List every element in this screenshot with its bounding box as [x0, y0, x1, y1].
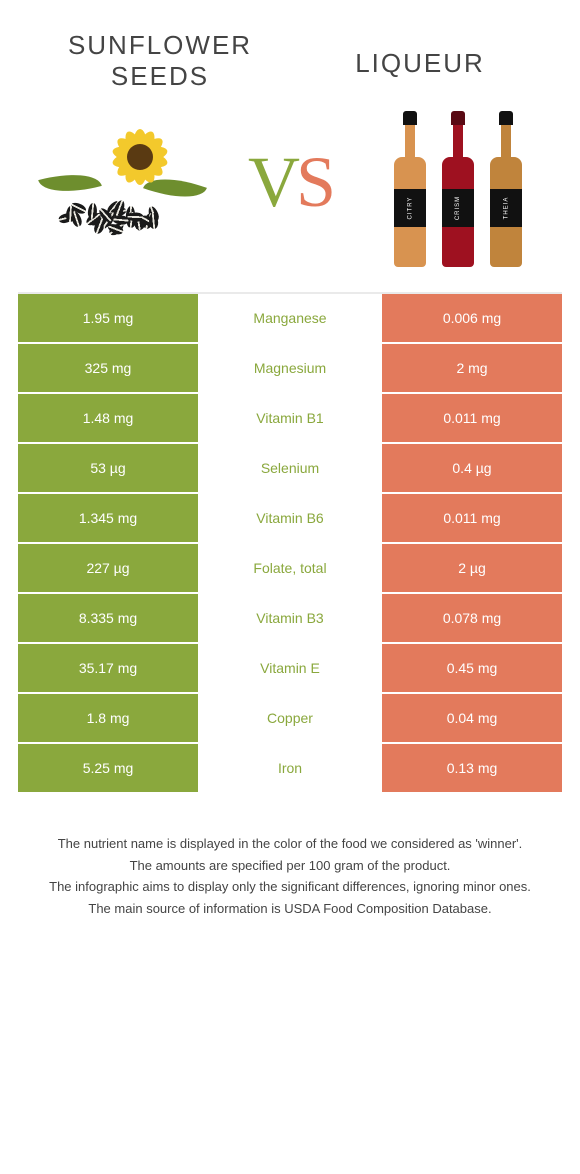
nutrient-name: Magnesium — [198, 344, 382, 392]
table-row: 1.48 mgVitamin B10.011 mg — [18, 394, 562, 444]
right-food-image: CITRY CRISM THEIA — [370, 102, 550, 262]
left-food-image — [30, 102, 210, 262]
left-value: 227 µg — [18, 544, 198, 592]
right-value: 0.04 mg — [382, 694, 562, 742]
left-value: 53 µg — [18, 444, 198, 492]
left-value: 8.335 mg — [18, 594, 198, 642]
nutrient-name: Vitamin B6 — [198, 494, 382, 542]
left-value: 35.17 mg — [18, 644, 198, 692]
nutrient-name: Vitamin B3 — [198, 594, 382, 642]
images-row: VS CITRY CRISM THEIA — [0, 92, 580, 282]
left-value: 325 mg — [18, 344, 198, 392]
sunflower-icon — [35, 117, 205, 247]
table-row: 5.25 mgIron0.13 mg — [18, 744, 562, 794]
right-value: 0.45 mg — [382, 644, 562, 692]
left-value: 1.95 mg — [18, 294, 198, 342]
nutrient-name: Vitamin E — [198, 644, 382, 692]
table-row: 35.17 mgVitamin E0.45 mg — [18, 644, 562, 694]
liqueur-bottles-icon: CITRY CRISM THEIA — [380, 97, 540, 267]
right-title-wrap: LIQUEUR — [290, 30, 550, 79]
nutrient-name: Vitamin B1 — [198, 394, 382, 442]
nutrient-name: Iron — [198, 744, 382, 792]
table-row: 8.335 mgVitamin B30.078 mg — [18, 594, 562, 644]
left-title-wrap: SUNFLOWER SEEDS — [30, 30, 290, 92]
footer-line: The amounts are specified per 100 gram o… — [30, 856, 550, 876]
right-value: 0.006 mg — [382, 294, 562, 342]
comparison-table: 1.95 mgManganese0.006 mg325 mgMagnesium2… — [18, 292, 562, 794]
right-value: 2 mg — [382, 344, 562, 392]
footer-notes: The nutrient name is displayed in the co… — [0, 794, 580, 918]
left-value: 1.345 mg — [18, 494, 198, 542]
table-row: 53 µgSelenium0.4 µg — [18, 444, 562, 494]
footer-line: The main source of information is USDA F… — [30, 899, 550, 919]
right-title: LIQUEUR — [290, 48, 550, 79]
nutrient-name: Folate, total — [198, 544, 382, 592]
footer-line: The nutrient name is displayed in the co… — [30, 834, 550, 854]
vs-label: VS — [248, 141, 332, 224]
table-row: 1.95 mgManganese0.006 mg — [18, 294, 562, 344]
table-row: 325 mgMagnesium2 mg — [18, 344, 562, 394]
table-row: 1.345 mgVitamin B60.011 mg — [18, 494, 562, 544]
nutrient-name: Manganese — [198, 294, 382, 342]
nutrient-name: Selenium — [198, 444, 382, 492]
left-value: 1.48 mg — [18, 394, 198, 442]
table-row: 1.8 mgCopper0.04 mg — [18, 694, 562, 744]
right-value: 2 µg — [382, 544, 562, 592]
nutrient-name: Copper — [198, 694, 382, 742]
header: SUNFLOWER SEEDS LIQUEUR — [0, 0, 580, 92]
right-value: 0.13 mg — [382, 744, 562, 792]
left-value: 1.8 mg — [18, 694, 198, 742]
left-title: SUNFLOWER SEEDS — [30, 30, 290, 92]
footer-line: The infographic aims to display only the… — [30, 877, 550, 897]
left-value: 5.25 mg — [18, 744, 198, 792]
right-value: 0.011 mg — [382, 494, 562, 542]
table-row: 227 µgFolate, total2 µg — [18, 544, 562, 594]
right-value: 0.4 µg — [382, 444, 562, 492]
right-value: 0.011 mg — [382, 394, 562, 442]
right-value: 0.078 mg — [382, 594, 562, 642]
